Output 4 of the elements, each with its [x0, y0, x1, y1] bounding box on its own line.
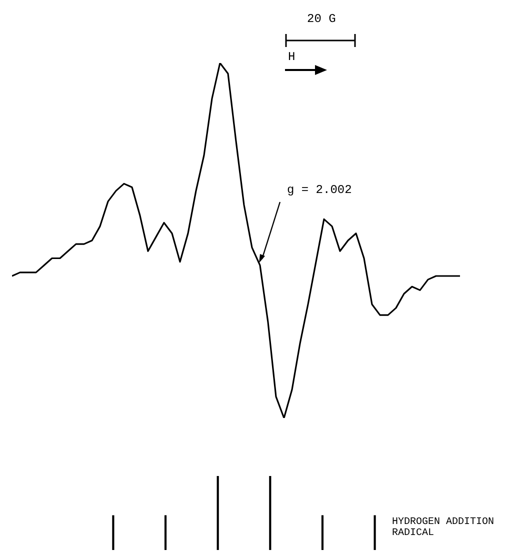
annotation: g = 2.002: [287, 183, 352, 197]
text: 20 G: [307, 12, 336, 26]
annotation: HYDROGEN ADDITION RADICAL: [392, 517, 496, 539]
annotation: H: [288, 50, 296, 64]
